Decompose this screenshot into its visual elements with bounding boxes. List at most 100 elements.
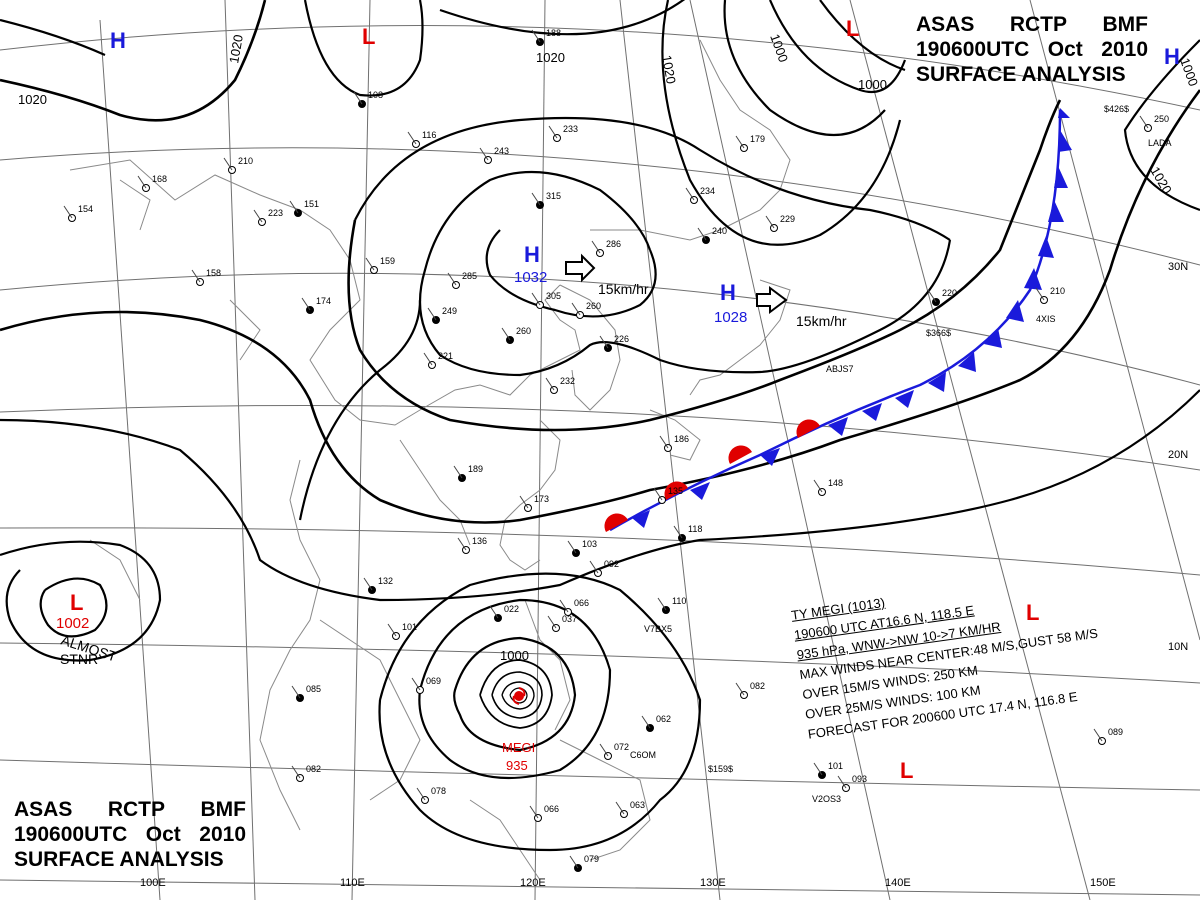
- station-value: 210: [238, 156, 253, 166]
- station-value: 232: [560, 376, 575, 386]
- isobar-label-1000-c: 1000: [1177, 56, 1200, 88]
- station-value: 240: [712, 226, 727, 236]
- station-plots: 188 233 243 315 286 305 260 260 285 249 221 232 189 1…: [63, 28, 1172, 872]
- wind-barb: [301, 297, 311, 311]
- station-value: 158: [206, 268, 221, 278]
- header-top-right: ASAS RCTP BMF 190600UTC Oct 2010 SURFACE…: [916, 12, 1148, 87]
- wind-barb: [615, 801, 625, 815]
- wind-barb: [519, 495, 529, 509]
- station-value: 233: [563, 124, 578, 134]
- station-value: 101: [828, 761, 843, 771]
- typhoon-name: MEGI: [502, 740, 535, 755]
- wind-barb: [589, 560, 599, 574]
- wind-barb: [567, 540, 577, 554]
- lat-label-20n: 20N: [1168, 449, 1188, 461]
- station-value: 260: [516, 326, 531, 336]
- low-center-1002-value: 1002: [56, 615, 89, 632]
- wind-barb: [365, 257, 375, 271]
- station-value: 108: [368, 90, 383, 100]
- station-value: 154: [78, 204, 93, 214]
- station-value: 089: [1108, 727, 1123, 737]
- high-center-1032-value: 1032: [514, 269, 547, 286]
- isobar-label-1020-d: 1020: [659, 54, 679, 85]
- station-value: 249: [442, 306, 457, 316]
- wind-barb: [411, 677, 421, 691]
- lon-label-140e: 140E: [885, 877, 911, 889]
- ship-station-id: V7BX5: [644, 624, 672, 634]
- lon-label-150e: 150E: [1090, 877, 1116, 889]
- wind-barb: [531, 29, 541, 43]
- wind-barb: [291, 685, 301, 699]
- station-value: 022: [504, 604, 519, 614]
- wind-barb: [63, 205, 73, 219]
- wind-barb: [363, 577, 373, 591]
- wind-barb: [1093, 728, 1103, 742]
- wind-barb: [416, 787, 426, 801]
- low-note: ALMOST STNR: [59, 632, 119, 667]
- ship-station-id: C6OM: [630, 750, 656, 760]
- station-value: 168: [152, 174, 167, 184]
- station-value: 186: [674, 434, 689, 444]
- station-value: 110: [672, 596, 686, 606]
- station-value: 151: [304, 199, 319, 209]
- station-value: 285: [462, 271, 477, 281]
- lon-label-120e: 120E: [520, 877, 546, 889]
- cold-front: [604, 108, 1072, 532]
- station-value: 078: [431, 786, 446, 796]
- low-note-stnr: STNR: [60, 651, 98, 667]
- station-value: 221: [438, 351, 453, 361]
- wind-barb: [735, 135, 745, 149]
- station-value: 085: [306, 684, 321, 694]
- wind-barb: [599, 743, 609, 757]
- station-value: 101: [402, 622, 417, 632]
- high-center-1032: H: [524, 242, 540, 267]
- wind-barb: [641, 715, 651, 729]
- station-value: 229: [780, 214, 795, 224]
- station-value: 132: [378, 576, 393, 586]
- station-value: 116: [422, 130, 436, 140]
- wind-barb: [501, 327, 511, 341]
- station-value: 305: [546, 291, 561, 301]
- station-value: 072: [614, 742, 629, 752]
- wind-barb: [927, 289, 937, 303]
- wind-barb: [453, 465, 463, 479]
- ship-station-id: $366$: [926, 328, 951, 338]
- station-value: 286: [606, 239, 621, 249]
- wind-barb: [673, 525, 683, 539]
- movement-label-1028: 15km/hr: [796, 313, 847, 329]
- station-value: 173: [534, 494, 549, 504]
- station-value: 188: [546, 28, 561, 38]
- coastlines: [69, 39, 791, 881]
- wind-barb: [407, 131, 417, 145]
- station-value: 159: [380, 256, 395, 266]
- wind-barb: [137, 175, 147, 189]
- wind-barb: [697, 227, 707, 241]
- ship-station-id: ABJS7: [826, 364, 854, 374]
- station-value: 079: [584, 854, 599, 864]
- station-value: 066: [544, 804, 559, 814]
- wind-barb: [291, 765, 301, 779]
- wind-barb: [479, 147, 489, 161]
- station-value: 189: [468, 464, 483, 474]
- lat-label-10n: 10N: [1168, 641, 1188, 653]
- station-value: 066: [574, 598, 589, 608]
- station-value: 118: [688, 524, 702, 534]
- high-center-nw: H: [110, 28, 126, 53]
- wind-barb: [591, 240, 601, 254]
- station-value: 234: [700, 186, 715, 196]
- lon-label-130e: 130E: [700, 877, 726, 889]
- station-value: 260: [586, 301, 601, 311]
- typhoon-pressure: 935: [506, 758, 528, 773]
- wind-barb: [765, 215, 775, 229]
- wind-barb: [653, 487, 663, 501]
- wind-barb: [489, 605, 499, 619]
- header-time: 190600UTC: [14, 823, 128, 846]
- low-center-1002: L: [70, 590, 83, 615]
- wind-barb: [289, 200, 299, 214]
- ship-station-id: V2OS3: [812, 794, 841, 804]
- movement-label-1032: 15km/hr: [598, 281, 649, 297]
- station-value: 220: [942, 288, 957, 298]
- isobar-labels: 1020 1020 1020 1000 1000 1000 1020 1020 …: [18, 32, 1200, 663]
- wind-barb: [531, 292, 541, 306]
- lat-label-30n: 30N: [1168, 261, 1188, 273]
